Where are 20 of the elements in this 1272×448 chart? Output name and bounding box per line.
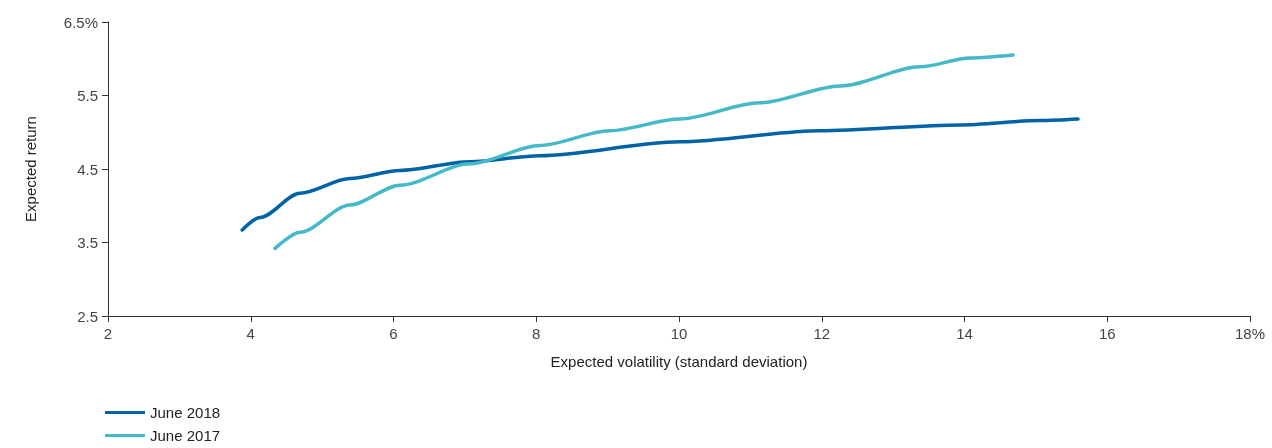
legend-label: June 2018 — [150, 404, 221, 421]
y-tick-label: 3.5 — [77, 234, 98, 251]
x-tick-label: 14 — [956, 325, 973, 342]
line-series — [240, 117, 1080, 232]
y-tick-label: 6.5% — [63, 13, 98, 31]
x-tick-label: 18% — [1234, 325, 1266, 342]
x-axis-title: Expected volatility (standard deviation) — [550, 353, 808, 370]
x-tick-label: 8 — [532, 325, 541, 342]
line-series — [273, 53, 1015, 251]
x-tick-label: 4 — [246, 325, 255, 342]
x-tick-label: 6 — [389, 325, 398, 342]
x-tick-label: 12 — [813, 325, 831, 342]
x-tick-label: 16 — [1098, 325, 1116, 342]
y-tick-label: 4.5 — [77, 160, 98, 178]
x-tick-label: 10 — [670, 325, 688, 342]
y-tick-label: 5.5 — [77, 87, 98, 104]
x-tick-label: 2 — [103, 325, 113, 342]
y-tick-label: 2.5 — [77, 307, 98, 325]
legend-label: June 2017 — [150, 427, 221, 444]
y-axis-title: Expected return — [22, 116, 39, 222]
